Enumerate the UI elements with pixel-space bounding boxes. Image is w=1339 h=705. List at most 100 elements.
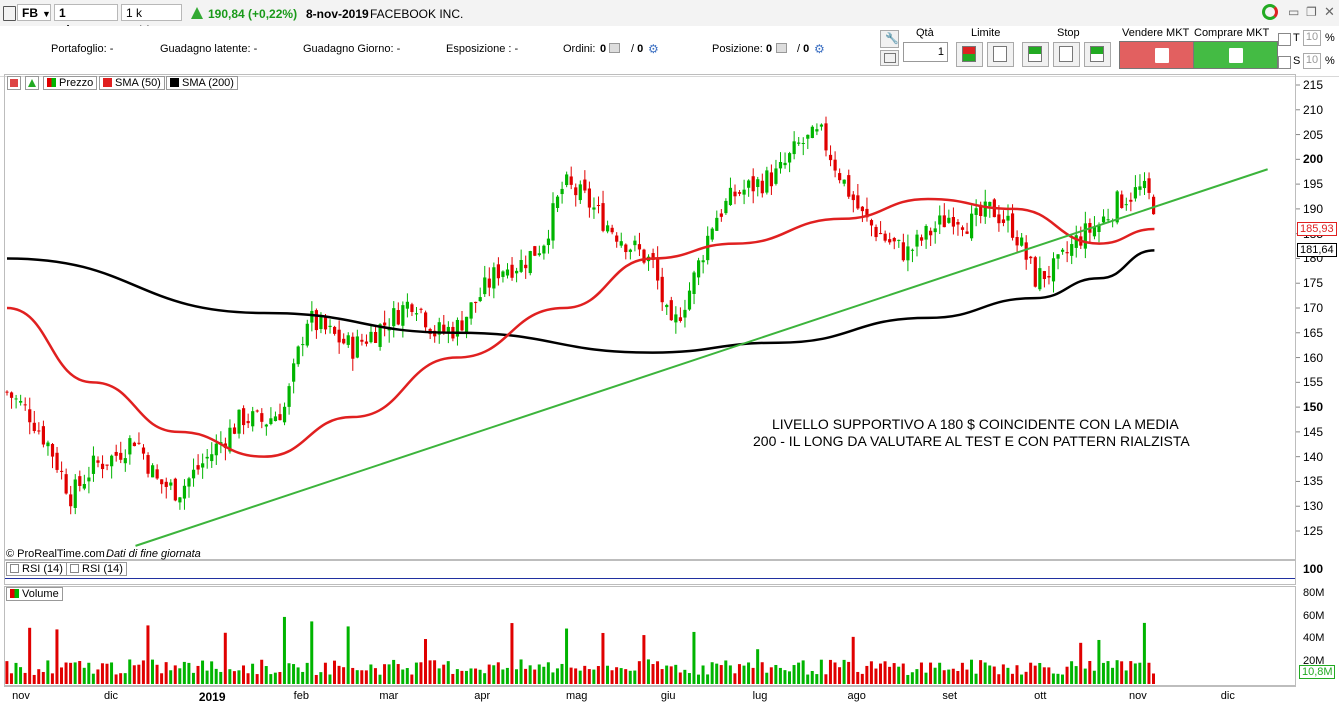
candle-body	[369, 331, 373, 343]
candle-body	[273, 416, 278, 422]
candle-body	[637, 244, 642, 250]
candle-body	[69, 494, 73, 507]
candle-body	[205, 456, 209, 459]
stop-button-3[interactable]	[1084, 42, 1111, 67]
candle	[41, 420, 45, 448]
posizione-gear-icon[interactable]: ⚙	[814, 42, 825, 56]
t-value-input[interactable]: 10	[1303, 30, 1321, 46]
posizione-value: 0	[766, 43, 773, 55]
candle-body	[237, 409, 241, 434]
candle	[874, 224, 878, 242]
candle-body	[756, 179, 760, 188]
candle-body	[396, 310, 400, 325]
minimize-icon[interactable]: ▭	[1288, 5, 1300, 19]
calculator-button[interactable]	[880, 50, 899, 66]
candle-body	[938, 215, 942, 225]
candle	[697, 257, 701, 286]
candle-body	[464, 316, 469, 333]
rsi-legend-2[interactable]: RSI (14)	[66, 562, 127, 576]
candle-body	[788, 153, 792, 163]
candle-body	[446, 326, 450, 333]
ordini-close-icon[interactable]	[609, 43, 620, 53]
candle-body	[41, 426, 45, 445]
price-tick-label: 145	[1303, 424, 1324, 439]
candle-body	[210, 454, 214, 462]
comprare-mkt-button[interactable]	[1193, 41, 1278, 69]
candle	[765, 166, 769, 195]
candle	[1124, 197, 1128, 211]
candle-body	[728, 187, 733, 206]
ordini-gear-icon[interactable]: ⚙	[648, 42, 659, 56]
legend-sma50[interactable]: SMA (50)	[99, 76, 165, 90]
stop-button-1[interactable]	[1022, 42, 1049, 67]
candle	[451, 321, 455, 342]
candle-body	[1047, 275, 1051, 278]
portfolio-bar	[0, 26, 1339, 77]
limit-order-edit-icon	[993, 46, 1007, 62]
limit-order-icon	[962, 46, 976, 62]
limite-buy-button[interactable]	[956, 42, 983, 67]
candle	[678, 307, 682, 323]
candle-body	[169, 482, 173, 486]
candle-body	[596, 205, 601, 207]
candle-body	[865, 208, 869, 218]
price-tick-label: 125	[1303, 524, 1324, 538]
candle	[96, 456, 100, 468]
candle	[141, 444, 146, 460]
x-tick-label: feb	[293, 690, 309, 702]
portafoglio-label: Portafoglio: -	[51, 43, 114, 55]
candle-body	[1152, 196, 1156, 215]
close-icon[interactable]: ✕	[1324, 4, 1335, 19]
candle-body	[869, 220, 874, 226]
limite-sell-button[interactable]	[987, 42, 1014, 67]
candle	[788, 151, 792, 173]
candle	[915, 229, 919, 257]
candle	[1070, 234, 1074, 265]
candle-body	[137, 442, 141, 444]
vendere-mkt-button[interactable]	[1119, 41, 1204, 69]
candle	[701, 254, 705, 274]
stop-button-2[interactable]	[1053, 42, 1080, 67]
legend-sma200[interactable]: SMA (200)	[166, 76, 238, 90]
candle-body	[1042, 271, 1046, 280]
candle-body	[715, 217, 719, 231]
x-tick-label: dic	[103, 690, 119, 702]
posizione-close-icon[interactable]	[776, 43, 787, 53]
wrench-button[interactable]: 🔧	[880, 30, 899, 48]
volume-legend[interactable]: Volume	[6, 587, 63, 601]
candle	[405, 293, 409, 318]
symbol-select[interactable]: FB ▼	[17, 4, 51, 21]
candle-body	[373, 331, 378, 343]
collapse-button[interactable]	[7, 76, 21, 90]
candle	[851, 191, 855, 213]
legend-prezzo[interactable]: Prezzo	[43, 76, 98, 90]
candle-body	[901, 242, 905, 261]
ordini-value-2: / 0	[631, 43, 644, 55]
sma200-swatch-icon	[170, 78, 179, 87]
candle-body	[879, 233, 883, 235]
rsi-legend-1[interactable]: RSI (14)	[6, 562, 67, 576]
candle-body	[915, 234, 919, 247]
refresh-icon[interactable]	[1262, 4, 1278, 20]
candle	[660, 267, 664, 311]
s-value-input[interactable]: 10	[1303, 53, 1321, 69]
restore-icon[interactable]: ❐	[1306, 5, 1317, 19]
candle	[205, 448, 209, 469]
candle-body	[132, 442, 136, 447]
candle-body	[1020, 237, 1024, 246]
x-tick-label: ott	[1034, 690, 1047, 702]
volume-tick-label: 80M	[1303, 587, 1325, 599]
candle-body	[929, 230, 933, 236]
candle	[865, 197, 869, 222]
candle-body	[46, 442, 50, 447]
candle-body	[519, 259, 523, 272]
qta-input[interactable]	[903, 42, 948, 62]
expand-button[interactable]	[25, 76, 39, 90]
t-checkbox[interactable]	[1278, 33, 1291, 46]
candle-body	[874, 226, 878, 238]
candle	[478, 287, 482, 303]
s-checkbox[interactable]	[1278, 56, 1291, 69]
price-tick-label: 195	[1303, 177, 1324, 192]
candle	[137, 432, 141, 445]
